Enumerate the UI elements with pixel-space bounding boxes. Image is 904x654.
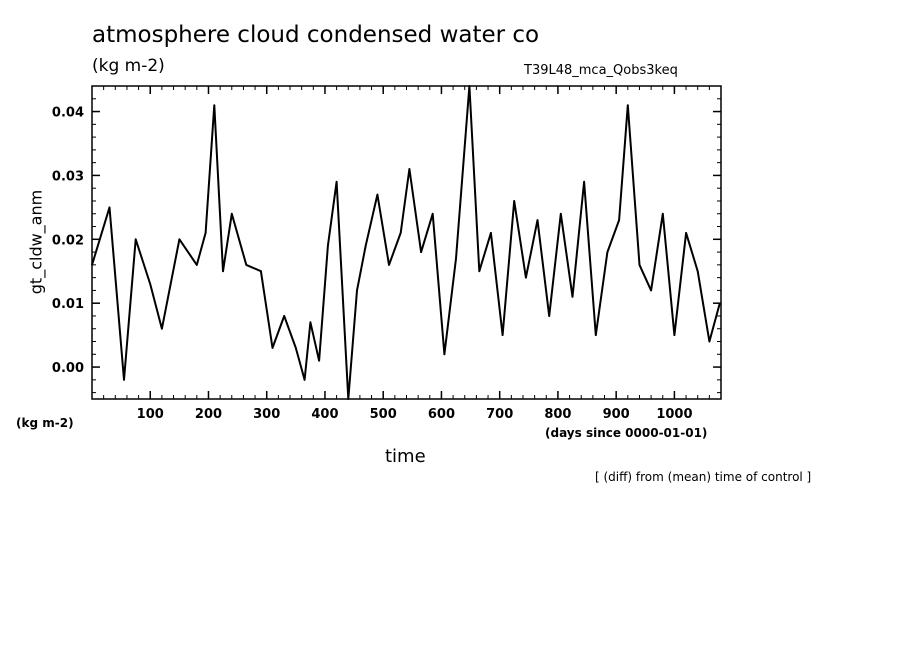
data-point: [548, 315, 550, 317]
data-point: [327, 244, 329, 247]
data-point: [271, 347, 274, 349]
data-point: [399, 232, 402, 234]
data-point: [513, 200, 516, 202]
data-point: [673, 334, 676, 336]
x-tick-label: 100: [137, 407, 164, 422]
data-point: [245, 264, 248, 266]
data-point: [230, 212, 233, 215]
data-point: [318, 359, 320, 362]
data-point: [134, 238, 137, 241]
x-unit-label: (days since 0000-01-01): [545, 426, 708, 440]
y-tick-label: 0.01: [52, 297, 84, 312]
data-point: [123, 379, 125, 381]
data-point: [618, 219, 620, 221]
data-point: [408, 168, 411, 170]
x-tick-label: 700: [486, 407, 513, 422]
data-point: [650, 289, 652, 292]
data-point: [178, 238, 181, 241]
data-point: [455, 257, 457, 260]
y-tick-label: 0.04: [52, 106, 84, 121]
data-point: [260, 270, 262, 273]
data-point: [420, 251, 422, 253]
data-point: [108, 206, 111, 209]
data-point: [364, 244, 367, 247]
data-point: [627, 104, 629, 106]
data-point: [685, 232, 687, 234]
x-tick-label: 300: [253, 407, 280, 422]
x-tick-label: 500: [370, 407, 397, 422]
data-point: [91, 264, 93, 266]
data-point: [606, 251, 609, 253]
data-point: [295, 347, 297, 349]
data-point: [719, 302, 721, 304]
y-tick-label: 0.00: [52, 361, 84, 376]
data-point: [335, 181, 338, 183]
data-point: [222, 270, 224, 273]
data-point: [696, 270, 699, 273]
data-point: [309, 321, 312, 324]
units-label: (kg m-2): [92, 56, 165, 76]
data-point: [661, 212, 664, 215]
data-point: [356, 289, 358, 292]
data-point: [583, 181, 585, 183]
data-point: [536, 219, 539, 221]
data-point: [501, 334, 504, 336]
x-tick-label: 200: [195, 407, 222, 422]
data-point: [443, 353, 446, 356]
x-axis-label: time: [385, 446, 426, 467]
data-point: [204, 232, 207, 234]
x-tick-label: 600: [428, 407, 455, 422]
diff-note: [ (diff) from (mean) time of control ]: [595, 470, 812, 484]
data-point: [376, 193, 379, 196]
data-point: [490, 232, 492, 234]
y-tick-label: 0.03: [52, 169, 84, 184]
chart-title: atmosphere cloud condensed water co: [92, 22, 540, 48]
data-point: [388, 264, 390, 266]
data-point: [560, 212, 562, 215]
data-point: [283, 315, 285, 317]
data-point: [149, 283, 152, 285]
series-line: [91, 85, 721, 400]
y-tick-label: 0.02: [52, 233, 84, 248]
data-point: [525, 276, 527, 279]
data-point: [161, 327, 163, 330]
data-point: [431, 212, 434, 215]
y-unit-label: (kg m-2): [16, 416, 74, 430]
data-point: [638, 264, 641, 266]
data-point: [213, 104, 216, 106]
data-point: [468, 85, 471, 87]
x-tick-label: 400: [311, 407, 338, 422]
data-point: [196, 264, 198, 266]
run-label: T39L48_mca_Qobs3keq: [524, 63, 678, 78]
data-point: [594, 334, 597, 336]
data-point: [478, 270, 481, 273]
x-tick-label: 900: [603, 407, 630, 422]
x-tick-label: 800: [544, 407, 571, 422]
x-tick-label: 1000: [656, 407, 692, 422]
data-point: [303, 379, 306, 381]
data-point: [347, 398, 350, 400]
data-point: [571, 295, 574, 298]
data-point: [708, 340, 711, 343]
